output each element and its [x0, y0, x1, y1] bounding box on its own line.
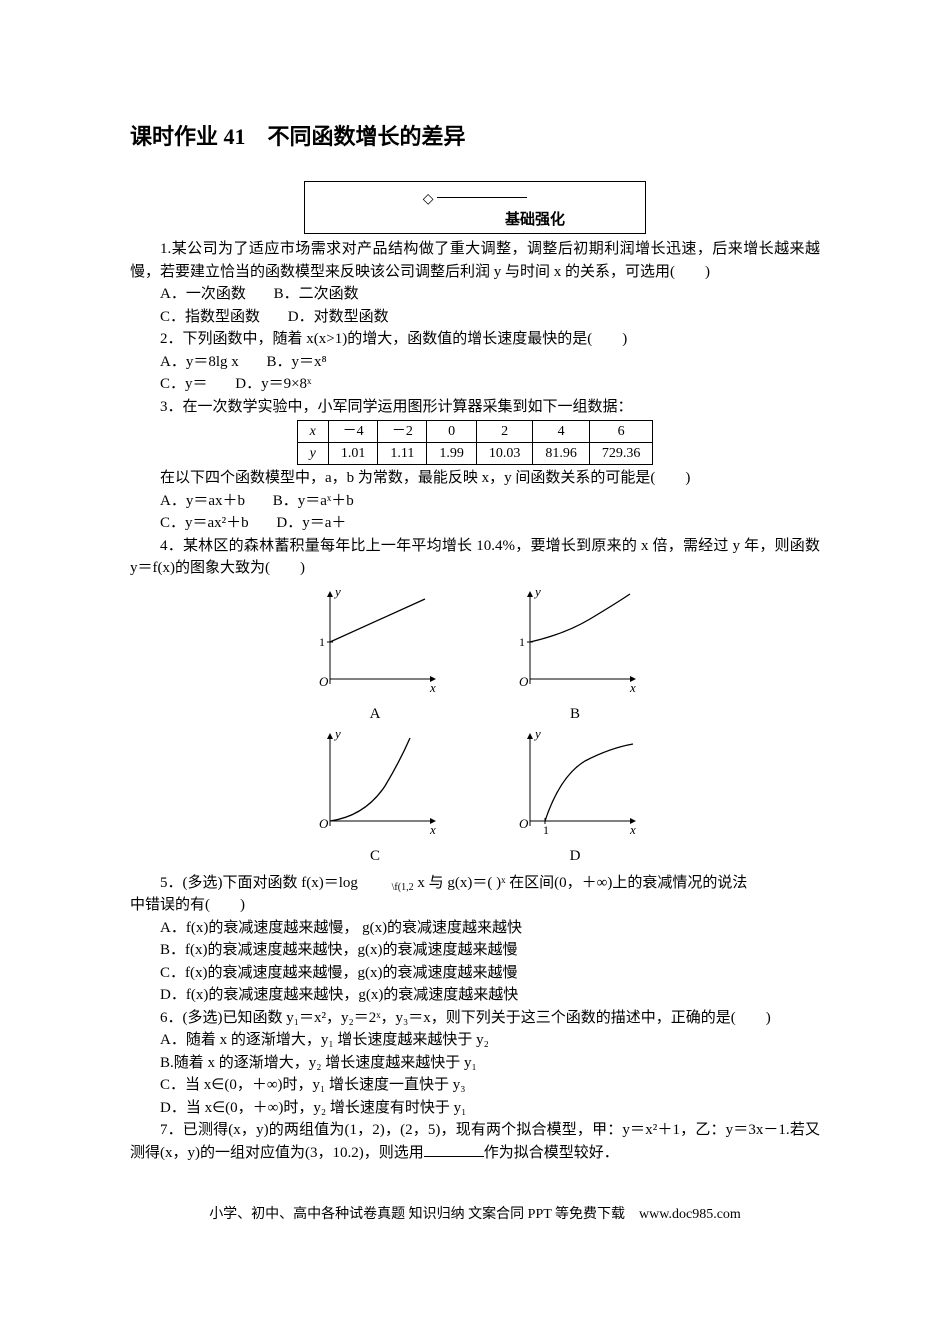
graph-d-svg: O x y 1	[505, 726, 645, 836]
blank-fill	[424, 1156, 484, 1157]
q2-options-line1: A．y＝8lg x B．y＝x⁸	[160, 351, 820, 374]
q3-opt-b: B．y＝aˣ＋b	[273, 490, 354, 513]
q5-opt-c: C．f(x)的衰减速度越来越慢，g(x)的衰减速度越来越慢	[160, 962, 820, 985]
cell: x	[297, 421, 328, 443]
q1-opt-a: A．一次函数	[160, 283, 246, 306]
q3-options-line1: A．y＝ax＋b B．y＝aˣ＋b	[160, 490, 820, 513]
cell: 0	[427, 421, 477, 443]
cell: 4	[533, 421, 590, 443]
q3-intro: 3．在一次数学实验中，小军同学运用图形计算器采集到如下一组数据：	[130, 396, 820, 419]
q1-opt-b: B．二次函数	[274, 283, 359, 306]
cell: 1.01	[328, 443, 378, 465]
q6-opt-a: A．随着 x 的逐渐增大，y₁ 增长速度越来越快于 y₂	[160, 1029, 820, 1052]
graph-d: O x y 1 D	[505, 726, 645, 868]
svg-text:x: x	[429, 822, 436, 836]
graph-a: O x y 1 A	[305, 584, 445, 726]
table-row: x －4 －2 0 2 4 6	[297, 421, 653, 443]
graph-b-svg: O x y 1	[505, 584, 645, 694]
svg-text:O: O	[519, 674, 529, 689]
q6-opt-c: C．当 x∈(0，＋∞)时，y₁ 增长速度一直快于 y₃	[160, 1074, 820, 1097]
q1-options-line2: C．指数型函数 D．对数型函数	[160, 306, 820, 329]
q2-opt-c: C．y＝	[160, 373, 208, 396]
cell: 1.11	[378, 443, 427, 465]
svg-text:O: O	[319, 674, 329, 689]
graph-c-svg: O x y	[305, 726, 445, 836]
q5-opt-a: A．f(x)的衰减速度越来越慢， g(x)的衰减速度越来越快	[160, 917, 820, 940]
q6-opt-b: B.随着 x 的逐渐增大，y₂ 增长速度越来越快于 y₁	[160, 1052, 820, 1075]
q4-text: 4．某林区的森林蓄积量每年比上一年平均增长 10.4%，要增长到原来的 x 倍，…	[130, 535, 820, 580]
q3-after: 在以下四个函数模型中，a，b 为常数，最能反映 x，y 间函数关系的可能是( )	[130, 467, 820, 490]
svg-text:1: 1	[319, 635, 325, 649]
section-label: 基础强化	[305, 209, 645, 232]
q5-opt-d: D．f(x)的衰减速度越来越快，g(x)的衰减速度越来越快	[160, 984, 820, 1007]
svg-text:y: y	[333, 726, 341, 741]
q1-opt-c: C．指数型函数	[160, 306, 260, 329]
q5-text-b: x 与 g(x)＝( )ˣ 在区间(0，＋∞)上的衰减情况的说法	[417, 875, 747, 891]
svg-text:y: y	[533, 726, 541, 741]
section-underline	[437, 197, 527, 198]
cell: 81.96	[533, 443, 590, 465]
graph-c-label: C	[305, 845, 445, 868]
cell: 6	[589, 421, 653, 443]
svg-text:1: 1	[543, 823, 549, 836]
q4-graph-grid: O x y 1 A O x y 1	[265, 584, 685, 868]
svg-text:y: y	[533, 584, 541, 599]
cell: 2	[476, 421, 533, 443]
q7-text-b: 作为拟合模型较好．	[484, 1145, 619, 1161]
q1-options-line1: A．一次函数 B．二次函数	[160, 283, 820, 306]
q7-text: 7．已测得(x，y)的两组值为(1，2)，(2，5)，现有两个拟合模型，甲：y＝…	[130, 1119, 820, 1164]
svg-text:y: y	[333, 584, 341, 599]
graph-a-label: A	[305, 703, 445, 726]
diamond-icon: ◇	[423, 189, 434, 210]
q3-opt-d: D．y＝a＋	[276, 512, 346, 535]
cell: －4	[328, 421, 378, 443]
cell: y	[297, 443, 328, 465]
q2-opt-d: D．y＝9×8ˣ	[235, 373, 311, 396]
q3-options-line2: C．y＝ax²＋b D．y＝a＋	[160, 512, 820, 535]
svg-text:1: 1	[519, 635, 525, 649]
graph-d-label: D	[505, 845, 645, 868]
cell: 1.99	[427, 443, 477, 465]
q5-frac: \f(1,2	[362, 883, 414, 893]
q2-options-line2: C．y＝ D．y＝9×8ˣ	[160, 373, 820, 396]
page-footer: 小学、初中、高中各种试卷真题 知识归纳 文案合同 PPT 等免费下载 www.d…	[130, 1204, 820, 1225]
cell: 10.03	[476, 443, 533, 465]
graph-c: O x y C	[305, 726, 445, 868]
q6-text: 6．(多选)已知函数 y₁＝x²，y₂＝2ˣ，y₃＝x，则下列关于这三个函数的描…	[130, 1007, 820, 1030]
q1-text: 1.某公司为了适应市场需求对产品结构做了重大调整，调整后初期利润增长迅速，后来增…	[130, 238, 820, 283]
q3-data-table: x －4 －2 0 2 4 6 y 1.01 1.11 1.99 10.03 8…	[297, 420, 654, 465]
svg-text:x: x	[629, 680, 636, 694]
table-row: y 1.01 1.11 1.99 10.03 81.96 729.36	[297, 443, 653, 465]
q2-opt-a: A．y＝8lg x	[160, 351, 239, 374]
graph-b-label: B	[505, 703, 645, 726]
q3-opt-c: C．y＝ax²＋b	[160, 512, 249, 535]
svg-text:O: O	[519, 816, 529, 831]
q5-tail: 中错误的有( )	[130, 894, 820, 917]
svg-text:x: x	[629, 822, 636, 836]
q3-opt-a: A．y＝ax＋b	[160, 490, 245, 513]
page-title: 课时作业 41 不同函数增长的差异	[130, 120, 820, 153]
q5-text: 5．(多选)下面对函数 f(x)＝log \f(1,2 x 与 g(x)＝( )…	[130, 872, 820, 895]
graph-b: O x y 1 B	[505, 584, 645, 726]
cell: 729.36	[589, 443, 653, 465]
q5-opt-b: B．f(x)的衰减速度越来越快，g(x)的衰减速度越来越慢	[160, 939, 820, 962]
q1-opt-d: D．对数型函数	[288, 306, 389, 329]
cell: －2	[378, 421, 427, 443]
q6-opt-d: D．当 x∈(0，＋∞)时，y₂ 增长速度有时快于 y₁	[160, 1097, 820, 1120]
q2-text: 2．下列函数中，随着 x(x>1)的增大，函数值的增长速度最快的是( )	[130, 328, 820, 351]
svg-text:O: O	[319, 816, 329, 831]
q2-opt-b: B．y＝x⁸	[267, 351, 327, 374]
section-header-box: ◇ 基础强化	[304, 181, 646, 234]
graph-a-svg: O x y 1	[305, 584, 445, 694]
svg-text:x: x	[429, 680, 436, 694]
q5-text-a: 5．(多选)下面对函数 f(x)＝log	[160, 875, 358, 891]
